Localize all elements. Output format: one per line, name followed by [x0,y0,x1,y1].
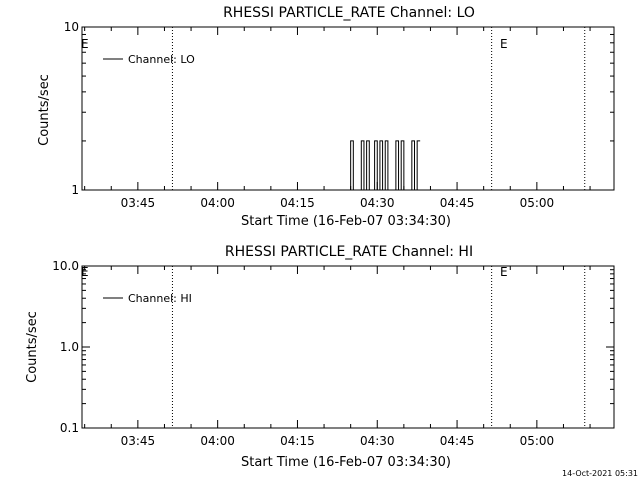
x-tick-label-hi-0: 03:45 [121,434,156,448]
x-tick-label-lo-2: 04:15 [280,196,315,210]
x-tick-label-lo-5: 05:00 [520,196,555,210]
event-marker-lo-1: E [81,37,89,51]
title-hi: RHESSI PARTICLE_RATE Channel: HI [225,244,473,260]
legend-label-lo: Channel: LO [128,53,195,66]
title-lo: RHESSI PARTICLE_RATE Channel: LO [223,5,475,21]
legend-label-hi: Channel: HI [128,292,192,305]
x-tick-label-hi-5: 05:00 [520,434,555,448]
ylabel-lo: Counts/sec [37,74,52,146]
x-tick-label-lo-1: 04:00 [200,196,235,210]
x-tick-label-lo-4: 04:45 [440,196,475,210]
event-marker-lo-2: E [500,37,508,51]
series-line-lo-0 [348,140,421,191]
plot-hi: RHESSI PARTICLE_RATE Channel: HI Start T… [25,244,615,470]
event-marker-hi-1: E [81,265,89,279]
y-tick-label-lo-1: 10 [64,20,79,34]
plot-frame-hi [81,265,615,429]
plot-lo: RHESSI PARTICLE_RATE Channel: LO Start T… [37,5,615,229]
x-tick-label-hi-1: 04:00 [200,434,235,448]
xlabel-hi: Start Time (16-Feb-07 03:34:30) [241,455,451,470]
y-tick-label-hi-2: 10.0 [52,259,79,273]
event-marker-hi-2: E [500,265,508,279]
y-tick-label-hi-1: 1.0 [60,340,79,354]
x-tick-label-lo-3: 04:30 [360,196,395,210]
x-tick-label-lo-0: 03:45 [121,196,156,210]
y-tick-label-lo-0: 1 [71,183,79,197]
x-tick-label-hi-4: 04:45 [440,434,475,448]
xlabel-lo: Start Time (16-Feb-07 03:34:30) [241,214,451,229]
ylabel-hi: Counts/sec [25,311,40,383]
y-tick-label-hi-0: 0.1 [60,421,79,435]
x-tick-label-hi-3: 04:30 [360,434,395,448]
x-tick-label-hi-2: 04:15 [280,434,315,448]
timestamp: 14-Oct-2021 05:31 [562,469,638,478]
plot-frame-lo [81,26,615,191]
